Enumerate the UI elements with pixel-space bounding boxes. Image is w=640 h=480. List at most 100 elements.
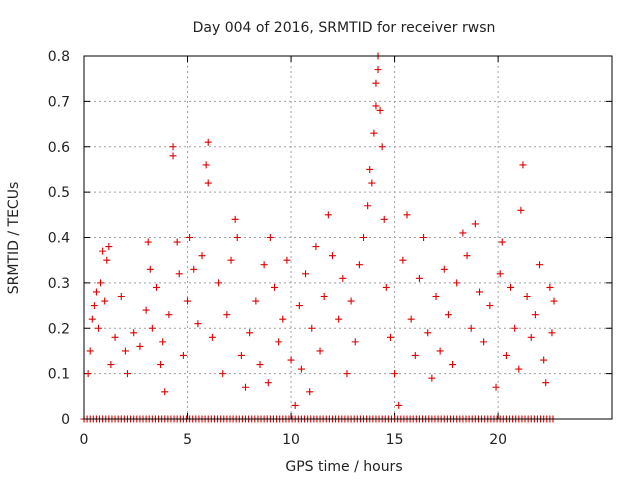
data-point <box>486 302 494 310</box>
data-point <box>475 288 483 296</box>
gridlines <box>84 56 612 419</box>
data-point <box>204 179 212 187</box>
data-point <box>190 265 198 273</box>
data-point <box>403 211 411 219</box>
data-point <box>159 338 167 346</box>
y-tick-label: 0 <box>61 412 70 428</box>
x-tick-label: 5 <box>183 432 192 448</box>
data-point <box>264 379 272 387</box>
data-point <box>86 347 94 355</box>
data-point <box>316 347 324 355</box>
data-point <box>320 292 328 300</box>
data-point <box>256 361 264 369</box>
data-point <box>343 370 351 378</box>
data-point <box>399 256 407 264</box>
data-point <box>161 388 169 396</box>
data-point <box>415 274 423 282</box>
data-point <box>496 270 504 278</box>
data-point <box>223 311 231 319</box>
data-point <box>467 324 475 332</box>
data-point <box>175 270 183 278</box>
data-point <box>324 211 332 219</box>
data-point <box>407 315 415 323</box>
data-point <box>372 102 380 110</box>
data-point <box>107 361 115 369</box>
data-point <box>144 238 152 246</box>
x-axis-title: GPS time / hours <box>285 459 402 475</box>
data-point <box>360 234 368 241</box>
x-tick-label: 0 <box>80 432 89 448</box>
data-point <box>411 351 419 359</box>
data-point <box>117 292 125 300</box>
data-point <box>204 138 212 146</box>
data-point <box>252 297 260 305</box>
data-point <box>328 252 336 260</box>
data-point <box>370 129 378 137</box>
data-point <box>92 288 100 296</box>
data-point <box>449 361 457 369</box>
data-point <box>260 261 268 269</box>
data-point <box>498 238 506 246</box>
data-point <box>84 370 92 378</box>
data-point <box>184 297 192 305</box>
data-point <box>376 106 384 114</box>
data-point <box>420 234 428 241</box>
data-point <box>339 274 347 282</box>
x-tick-label: 15 <box>386 432 404 448</box>
data-point <box>142 306 150 314</box>
data-point <box>103 256 111 264</box>
data-point <box>523 292 531 300</box>
data-point <box>515 365 523 373</box>
data-point <box>105 243 113 251</box>
data-point <box>436 347 444 355</box>
y-tick-label: 0.4 <box>48 231 70 247</box>
data-point <box>237 351 245 359</box>
data-point <box>519 161 527 169</box>
y-tick-label: 0.7 <box>48 94 70 110</box>
data-point <box>194 320 202 328</box>
y-tick-label: 0.5 <box>48 185 70 201</box>
data-point <box>386 333 394 341</box>
data-point <box>391 370 399 378</box>
data-point <box>440 265 448 273</box>
data-point <box>378 143 386 151</box>
data-point <box>215 279 223 287</box>
data-point <box>527 333 535 341</box>
data-point <box>382 283 390 291</box>
data-point <box>507 283 515 291</box>
data-point <box>97 279 105 287</box>
data-point <box>186 234 194 241</box>
data-point <box>157 361 165 369</box>
data-point <box>395 401 403 409</box>
data-point <box>453 279 461 287</box>
data-point <box>364 202 372 210</box>
data-point <box>279 315 287 323</box>
data-point <box>502 351 510 359</box>
data-point <box>306 388 314 396</box>
data-point <box>227 256 235 264</box>
data-point <box>246 329 254 337</box>
data-point <box>99 247 107 255</box>
data-point <box>287 356 295 364</box>
data-point <box>219 370 227 378</box>
data-point <box>432 292 440 300</box>
data-point <box>531 311 539 319</box>
data-point <box>374 66 382 74</box>
data-point <box>101 297 109 305</box>
data-point <box>548 329 556 337</box>
x-tick-label: 20 <box>489 432 507 448</box>
data-point <box>270 283 278 291</box>
data-point <box>90 302 98 310</box>
data-point <box>517 206 525 214</box>
data-point <box>146 265 154 273</box>
data-point <box>295 302 303 310</box>
data-point <box>492 383 500 391</box>
data-point <box>152 283 160 291</box>
y-tick-label: 0.1 <box>48 367 70 383</box>
data-point <box>275 338 283 346</box>
data-point <box>266 234 274 241</box>
data-point <box>302 270 310 278</box>
y-tick-label: 0.8 <box>48 49 70 65</box>
y-tick-labels: 0 0.1 0.2 0.3 0.4 0.5 0.6 0.7 0.8 <box>48 49 70 428</box>
